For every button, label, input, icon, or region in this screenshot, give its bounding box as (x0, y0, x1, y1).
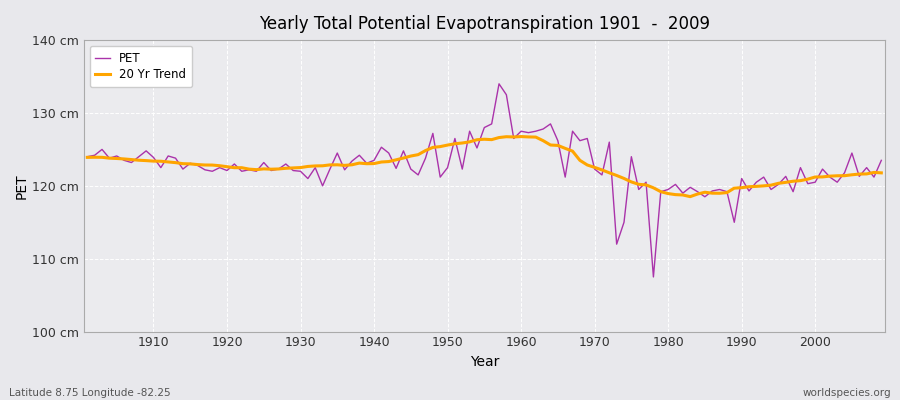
PET (140, 148, 151, 153)
PET (611, 242, 622, 246)
PET (493, 82, 504, 86)
Line: PET: PET (87, 84, 881, 277)
PET (346, 159, 357, 164)
Text: worldspecies.org: worldspecies.org (803, 388, 891, 398)
20 Yr Trend (508, 134, 519, 139)
PET (516, 129, 526, 134)
Title: Yearly Total Potential Evapotranspiration 1901  -  2009: Yearly Total Potential Evapotranspiratio… (259, 15, 710, 33)
20 Yr Trend (82, 155, 93, 160)
20 Yr Trend (685, 194, 696, 199)
20 Yr Trend (302, 164, 313, 169)
Text: Latitude 8.75 Longitude -82.25: Latitude 8.75 Longitude -82.25 (9, 388, 171, 398)
Line: 20 Yr Trend: 20 Yr Trend (87, 136, 881, 197)
PET (523, 130, 534, 135)
X-axis label: Year: Year (470, 355, 499, 369)
20 Yr Trend (140, 158, 151, 163)
Y-axis label: PET: PET (15, 173, 29, 199)
PET (648, 274, 659, 279)
20 Yr Trend (346, 162, 357, 167)
20 Yr Trend (876, 170, 886, 175)
PET (876, 158, 886, 163)
Legend: PET, 20 Yr Trend: PET, 20 Yr Trend (89, 46, 192, 87)
PET (82, 154, 93, 159)
PET (302, 176, 313, 181)
20 Yr Trend (523, 134, 534, 139)
20 Yr Trend (611, 173, 622, 178)
20 Yr Trend (516, 134, 526, 139)
